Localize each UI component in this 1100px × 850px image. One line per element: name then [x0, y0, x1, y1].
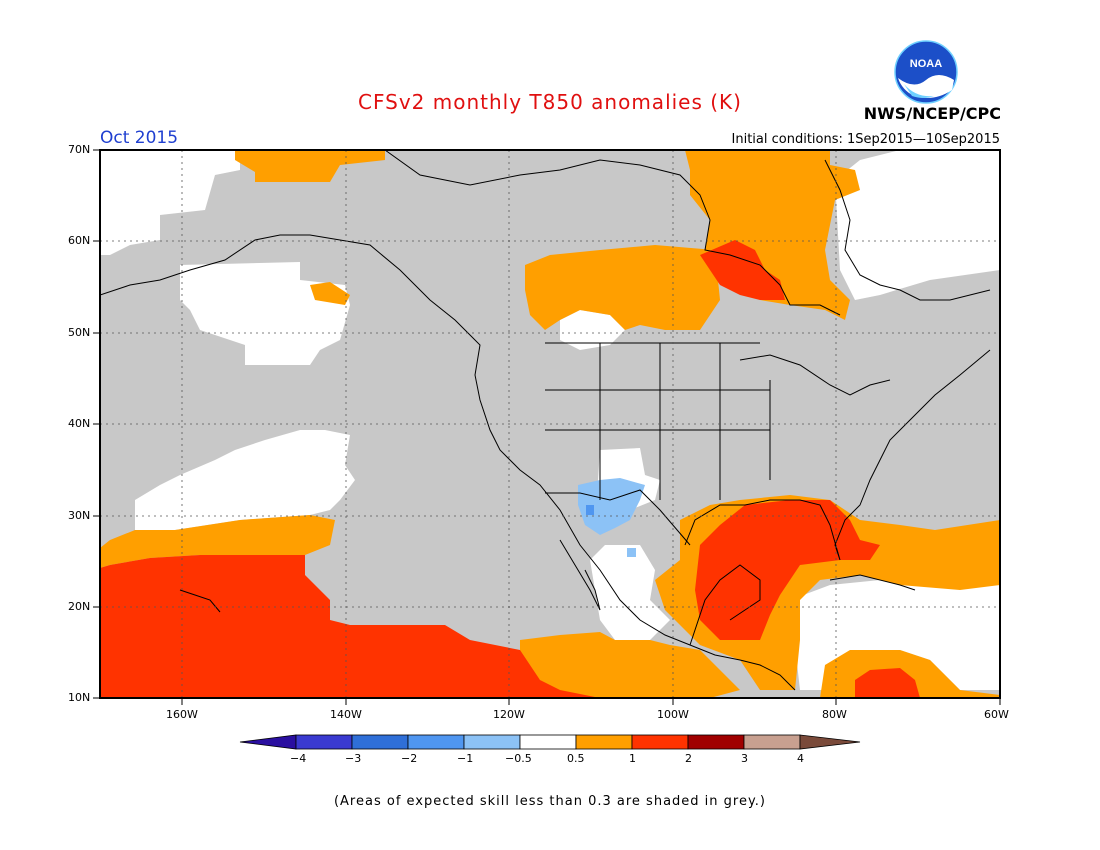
- lat-label: 20N: [68, 600, 91, 613]
- white-region-canada-east: [835, 150, 1000, 300]
- colorbar-label: 1: [629, 752, 636, 765]
- colorbar-swatch: [519, 734, 577, 750]
- orange-region-arctic-top: [235, 150, 385, 182]
- colorbar-swatch: [351, 734, 409, 750]
- logo-text: NOAA: [910, 58, 942, 70]
- coastline-labrador: [824, 159, 991, 301]
- coastline-gulf: [684, 349, 991, 561]
- colorbar-label: 3: [741, 752, 748, 765]
- colorbar-swatch: [575, 734, 633, 750]
- agency-label: NWS/NCEP/CPC: [863, 104, 1001, 123]
- colorbar-label: 2: [685, 752, 692, 765]
- initial-conditions: Initial conditions: 1Sep2015—10Sep2015: [731, 132, 1000, 147]
- red-region-caribbean: [855, 668, 920, 698]
- coastline-baja: [559, 539, 601, 611]
- colorbar-swatch: [463, 734, 521, 750]
- colorbar-label: −2: [401, 752, 418, 765]
- white-region-pacific: [135, 430, 355, 530]
- colorbar-swatch: [631, 734, 689, 750]
- lon-label: 100W: [657, 708, 689, 721]
- white-region-arctic-west: [100, 150, 240, 255]
- orange-region-labrador: [685, 150, 860, 320]
- orange-region-small-west: [310, 282, 350, 305]
- lon-label: 160W: [166, 708, 198, 721]
- colorbar-swatch: [743, 734, 801, 750]
- lon-label: 140W: [330, 708, 362, 721]
- coastline-yucatan: [689, 564, 761, 646]
- cuba: [829, 574, 916, 591]
- great-lakes: [739, 354, 891, 396]
- lat-label: 60N: [68, 234, 91, 247]
- colorbar-label: −1: [457, 752, 474, 765]
- colorbar-swatch: [687, 734, 745, 750]
- orange-region-pacific-band: [100, 515, 335, 568]
- lat-label: 70N: [68, 143, 91, 156]
- colorbar-swatch: [295, 734, 353, 750]
- coastline-arctic: [384, 150, 841, 316]
- colorbar: [239, 734, 861, 750]
- colorbar-swatch: [407, 734, 465, 750]
- lat-label: 50N: [68, 326, 91, 339]
- footnote: (Areas of expected skill less than 0.3 a…: [333, 794, 767, 809]
- lon-label: 60W: [984, 708, 1009, 721]
- lightblue-region-southwest: [578, 478, 645, 535]
- orange-region-east-pacific: [520, 632, 740, 698]
- white-region-gulf-of-alaska: [180, 262, 350, 365]
- map-title: CFSv2 monthly T850 anomalies (K): [358, 90, 742, 114]
- lon-label: 120W: [493, 708, 525, 721]
- lat-label: 30N: [68, 509, 91, 522]
- colorbar-label: 4: [797, 752, 804, 765]
- coastline-west: [100, 234, 796, 691]
- colorbar-label: −4: [290, 752, 307, 765]
- white-region-hudson: [560, 310, 625, 350]
- lat-label: 40N: [68, 417, 91, 430]
- valid-month: Oct 2015: [100, 128, 179, 148]
- colorbar-label: 0.5: [567, 752, 585, 765]
- colorbar-label: −3: [345, 752, 362, 765]
- lightblue-patch: [627, 548, 636, 557]
- orange-region-canada-north: [525, 245, 720, 330]
- lat-label: 10N: [68, 691, 91, 704]
- noaa-logo: NOAA: [894, 40, 958, 104]
- red-region-hudson-bay: [700, 240, 785, 300]
- red-region-gulf-of-mexico: [695, 500, 880, 640]
- colorbar-label: −0.5: [505, 752, 532, 765]
- lon-label: 80W: [822, 708, 847, 721]
- white-region-mexico: [590, 545, 670, 640]
- colorbar-arrow-right: [799, 734, 861, 750]
- red-region-subtropical-pacific: [100, 555, 600, 698]
- hawaii: [179, 589, 221, 613]
- blue-patch: [586, 505, 594, 515]
- colorbar-arrow-left: [239, 734, 297, 750]
